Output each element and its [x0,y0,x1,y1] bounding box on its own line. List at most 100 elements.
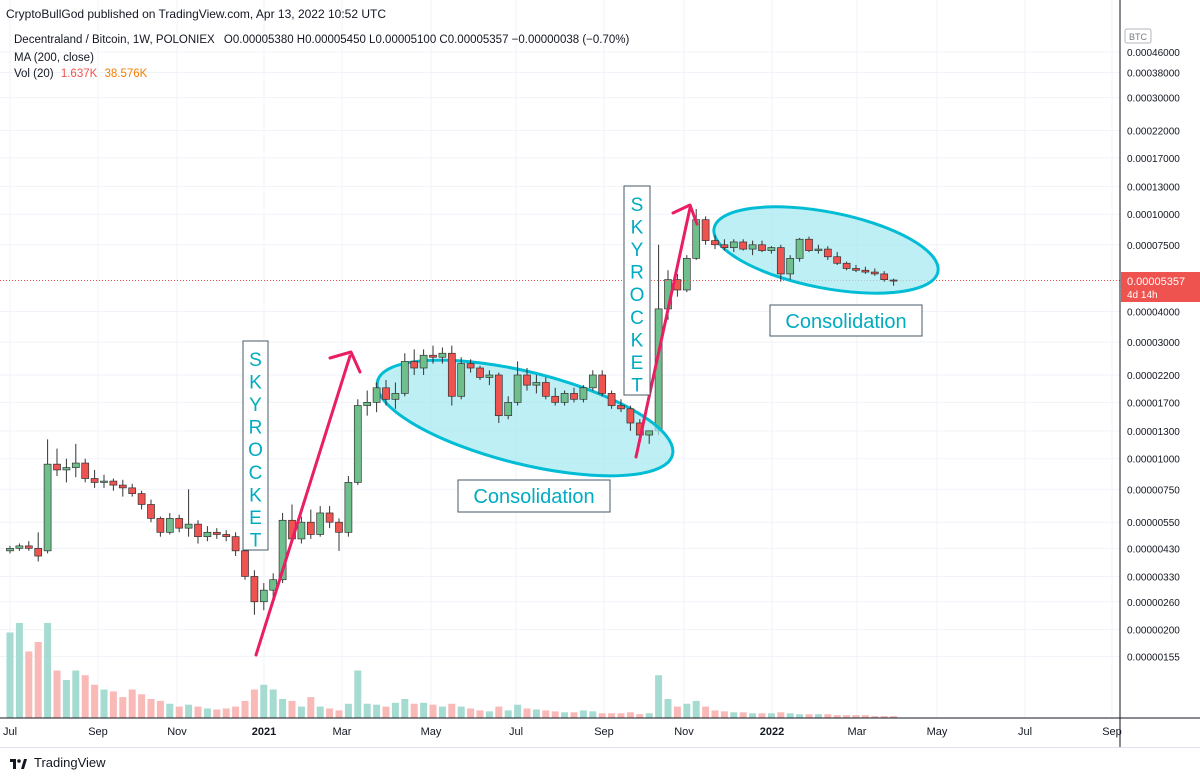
volume-bar [242,701,249,718]
tradingview-brand: TradingView [34,755,106,770]
price-tick-label: 0.00000550 [1127,518,1180,529]
volume-bar [806,714,813,718]
volume-bar [552,711,559,718]
price-tick-label: 0.00038000 [1127,68,1180,79]
volume-bar [7,633,14,719]
price-tick-label: 0.00017000 [1127,154,1180,165]
volume-bar [505,710,512,718]
price-axis: 0.000460000.000380000.000300000.00022000… [1127,48,1180,664]
volume-bar [401,699,408,718]
candle [364,391,371,416]
volume-bar [561,712,568,718]
price-tick-label: 0.00003000 [1127,338,1180,349]
volume-bar [824,714,831,718]
price-tick-label: 0.00010000 [1127,210,1180,221]
volume-bar [345,704,352,718]
volume-bar [195,707,202,718]
volume-bar [223,709,230,719]
time-tick-label: Nov [167,726,187,738]
candle [25,541,32,551]
volume-bar [25,652,32,719]
volume-bar [796,714,803,718]
candle [260,583,267,610]
volume-bar [119,697,126,718]
price-tick-label: 0.00007500 [1127,241,1180,252]
chart-grid [0,0,1120,718]
skyrocket-arrow-1 [256,352,360,655]
volume-bar [204,709,211,719]
volume-bars [7,623,898,718]
candle [166,513,173,535]
volume-bar [495,707,502,718]
volume-bar [458,707,465,718]
candle [129,484,136,497]
volume-value-1: 1.637K [61,68,97,80]
symbol-name[interactable]: Decentraland / Bitcoin, 1W, POLONIEX [14,34,215,46]
volume-bar [599,713,606,718]
volume-bar [72,671,79,719]
volume-bar [636,714,643,718]
candle [806,237,813,252]
volume-bar [185,705,192,718]
volume-bar [646,713,653,718]
volume-bar [815,714,822,718]
consolidation-text-2: Consolidation [785,311,906,333]
volume-bar [251,690,258,719]
current-price-countdown: 4d 14h [1127,290,1158,301]
price-tick-label: 0.00030000 [1127,94,1180,105]
time-tick-label: Jul [1018,726,1032,738]
volume-bar [213,709,220,718]
candle [317,506,324,537]
volume-bar [364,704,371,718]
volume-bar [712,710,719,718]
price-tick-label: 0.00000155 [1127,653,1180,664]
volume-bar [279,699,286,718]
volume-bar [373,705,380,718]
candle [232,532,239,556]
candle [7,546,14,553]
volume-bar [759,713,766,718]
volume-bar [157,701,164,718]
candle [796,238,803,262]
price-tick-label: 0.00022000 [1127,126,1180,137]
volume-value-2: 38.576K [105,68,148,80]
candle [326,506,333,528]
volume-bar [486,711,493,718]
candle [185,489,192,536]
time-tick-label: Mar [848,726,867,738]
time-tick-label: Jul [509,726,523,738]
candle [336,518,343,550]
ma-legend[interactable]: MA (200, close) [14,52,94,64]
candle [401,353,408,396]
time-tick-label: Mar [333,726,352,738]
price-tick-label: 0.00001700 [1127,398,1180,409]
volume-bar [35,642,42,718]
candle [148,500,155,523]
candle [354,399,361,485]
volume-bar [232,707,239,718]
tradingview-logo-icon [10,757,28,769]
time-tick-label: Sep [1102,726,1122,738]
tradingview-logo[interactable]: TradingView [10,755,106,770]
candle [54,449,61,476]
time-tick-label: Sep [88,726,108,738]
volume-bar [317,707,324,718]
volume-bar [166,704,173,718]
candle [213,528,220,539]
candle [16,544,23,551]
volume-bar [63,680,70,718]
volume-bar [787,713,794,718]
volume-bar [655,675,662,718]
volume-legend[interactable]: Vol (20) 1.637K 38.576K [14,68,147,80]
volume-bar [542,710,549,718]
candle [599,370,606,396]
volume-bar [467,709,474,719]
volume-bar [702,707,709,718]
volume-bar [420,703,427,718]
current-price-tag: 0.00005357 4d 14h [1121,272,1200,302]
volume-bar [270,690,277,719]
consolidation-text-1: Consolidation [473,486,594,508]
price-tick-label: 0.00000430 [1127,544,1180,555]
